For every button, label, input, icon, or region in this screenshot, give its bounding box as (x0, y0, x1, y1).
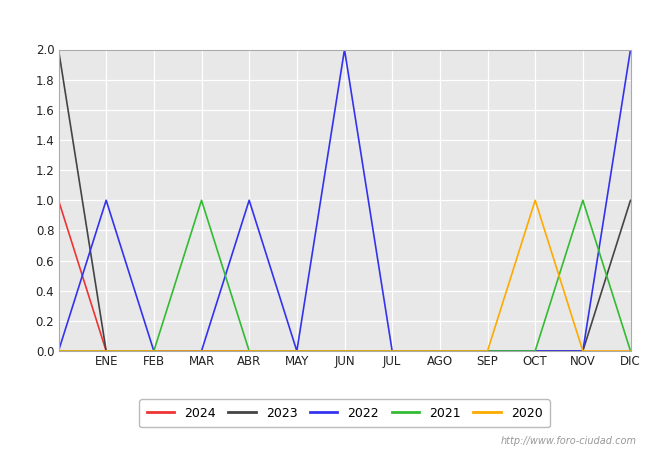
Text: Matriculaciones de Vehiculos en Budia: Matriculaciones de Vehiculos en Budia (171, 14, 479, 29)
Legend: 2024, 2023, 2022, 2021, 2020: 2024, 2023, 2022, 2021, 2020 (139, 400, 550, 428)
Text: http://www.foro-ciudad.com: http://www.foro-ciudad.com (501, 436, 637, 446)
